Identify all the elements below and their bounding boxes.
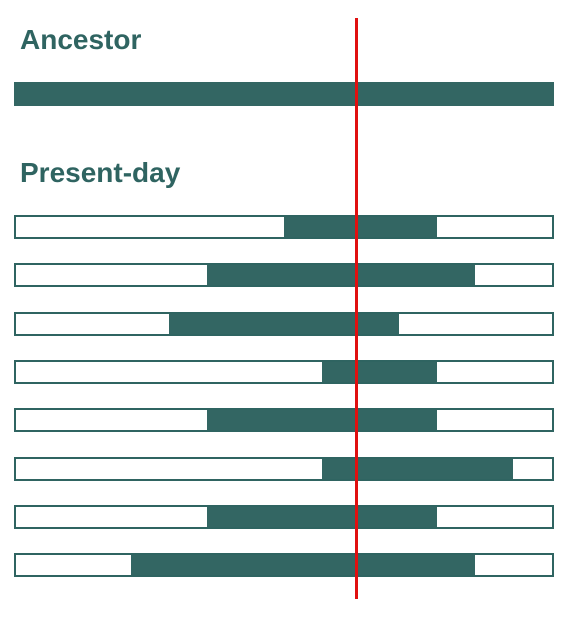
present-day-sequence-bar	[14, 457, 554, 481]
present-day-sequence-bar	[14, 553, 554, 577]
conserved-segment	[207, 265, 476, 285]
conserved-segment	[284, 217, 437, 237]
conserved-segment	[207, 507, 437, 527]
conserved-segment	[322, 459, 514, 479]
conserved-segment	[322, 362, 437, 382]
present-day-sequence-bar	[14, 360, 554, 384]
present-day-sequence-bar	[14, 505, 554, 529]
alignment-marker-line	[355, 18, 358, 599]
ancestor-sequence-bar	[14, 82, 554, 106]
present-day-sequence-bar	[14, 215, 554, 239]
present-day-sequence-bar	[14, 312, 554, 336]
conserved-segment	[130, 555, 476, 575]
ancestor-heading: Ancestor	[20, 24, 142, 55]
conserved-segment	[207, 410, 437, 430]
present-day-sequence-bar	[14, 263, 554, 287]
conserved-segment	[168, 314, 399, 334]
present-day-sequence-bar	[14, 408, 554, 432]
present-day-heading: Present-day	[20, 157, 181, 188]
